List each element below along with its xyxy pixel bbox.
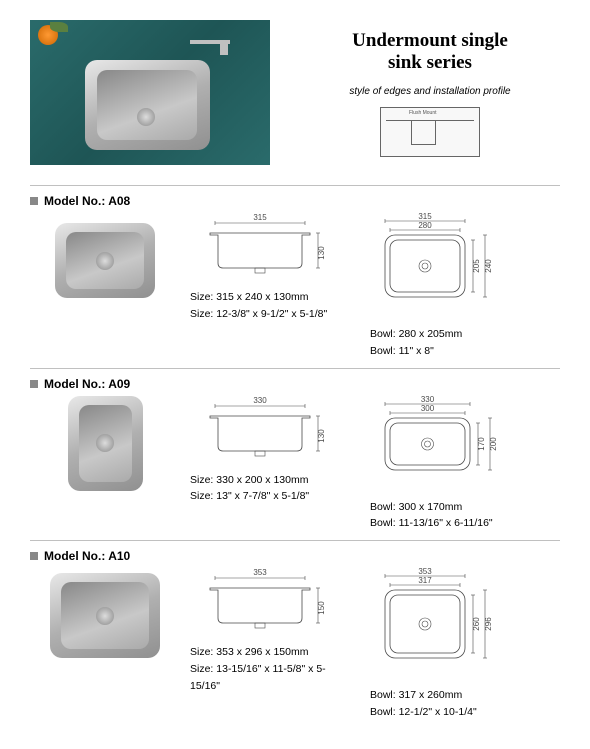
- dimensions-column: 330 130 Size: 330 x 200 x 130mm Size: 13…: [190, 396, 350, 506]
- model-section-A09: Model No.: A09 330 130 Size: 330 x 200 x…: [30, 368, 560, 533]
- model-label: Model No.: A08: [44, 194, 130, 208]
- svg-text:317: 317: [418, 576, 432, 585]
- hero-image: [30, 20, 270, 165]
- size-in: Size: 13" x 7-7/8" x 5-1/8": [190, 488, 350, 505]
- subtitle: style of edges and installation profile: [300, 86, 560, 97]
- side-view-diagram: 330 130: [190, 396, 340, 466]
- title-line2: sink series: [388, 52, 472, 73]
- svg-text:260: 260: [472, 617, 481, 631]
- faucet-icon: [190, 35, 240, 60]
- header: Undermount single sink series style of e…: [30, 20, 560, 165]
- sink-photo: [50, 573, 160, 658]
- bowl-in: Bowl: 11-13/16" x 6-11/16": [370, 515, 520, 532]
- page-title: Undermount single sink series: [300, 30, 560, 74]
- bowl-mm: Bowl: 300 x 170mm: [370, 499, 520, 516]
- svg-text:315: 315: [253, 213, 267, 222]
- bowl-mm: Bowl: 280 x 205mm: [370, 326, 520, 343]
- model-row: 315 130 Size: 315 x 240 x 130mm Size: 12…: [30, 213, 560, 360]
- svg-text:300: 300: [421, 404, 435, 413]
- svg-text:170: 170: [477, 436, 486, 450]
- model-header: Model No.: A08: [30, 194, 560, 208]
- model-label: Model No.: A10: [44, 549, 130, 563]
- bowl-column: 315 280 205 240 Bowl: 280 x 205mm Bowl: …: [370, 213, 520, 360]
- svg-text:205: 205: [472, 259, 481, 273]
- bullet-icon: [30, 197, 38, 205]
- bowl-column: 353 317 260 296 Bowl: 317 x 260mm Bowl: …: [370, 568, 520, 721]
- bowl-mm: Bowl: 317 x 260mm: [370, 687, 520, 704]
- photo-column: [40, 568, 170, 663]
- size-in: Size: 13-15/16" x 11-5/8" x 5-15/16": [190, 661, 350, 695]
- dimensions-column: 315 130 Size: 315 x 240 x 130mm Size: 12…: [190, 213, 350, 323]
- bowl-in: Bowl: 12-1/2" x 10-1/4": [370, 704, 520, 721]
- catalog-page: Undermount single sink series style of e…: [0, 0, 590, 749]
- svg-text:130: 130: [317, 428, 326, 442]
- top-view-diagram: 353 317 260 296: [370, 568, 520, 681]
- model-label: Model No.: A09: [44, 377, 130, 391]
- profile-label: Flush Mount: [409, 110, 437, 116]
- model-header: Model No.: A09: [30, 377, 560, 391]
- svg-text:353: 353: [253, 568, 267, 577]
- profile-diagram: Flush Mount: [380, 107, 480, 157]
- top-view-diagram: 330 300 170 200: [370, 396, 520, 493]
- svg-text:315: 315: [418, 213, 432, 221]
- svg-text:353: 353: [418, 568, 432, 576]
- top-view-diagram: 315 280 205 240: [370, 213, 520, 320]
- bullet-icon: [30, 552, 38, 560]
- size-mm: Size: 353 x 296 x 150mm: [190, 644, 350, 661]
- svg-text:150: 150: [317, 601, 326, 615]
- title-line1: Undermount single: [352, 30, 508, 51]
- bowl-in: Bowl: 11" x 8": [370, 343, 520, 360]
- bowl-column: 330 300 170 200 Bowl: 300 x 170mm Bowl: …: [370, 396, 520, 533]
- size-mm: Size: 330 x 200 x 130mm: [190, 472, 350, 489]
- side-view-diagram: 353 150: [190, 568, 340, 638]
- dimensions-column: 353 150 Size: 353 x 296 x 150mm Size: 13…: [190, 568, 350, 694]
- size-in: Size: 12-3/8" x 9-1/2" x 5-1/8": [190, 306, 350, 323]
- photo-column: [40, 396, 170, 491]
- model-row: 353 150 Size: 353 x 296 x 150mm Size: 13…: [30, 568, 560, 721]
- model-section-A08: Model No.: A08 315 130 Size: 315 x 240 x…: [30, 185, 560, 360]
- svg-text:240: 240: [484, 259, 493, 273]
- size-mm: Size: 315 x 240 x 130mm: [190, 289, 350, 306]
- side-view-diagram: 315 130: [190, 213, 340, 283]
- bullet-icon: [30, 380, 38, 388]
- svg-text:130: 130: [317, 246, 326, 260]
- model-row: 330 130 Size: 330 x 200 x 130mm Size: 13…: [30, 396, 560, 533]
- svg-text:280: 280: [418, 221, 432, 230]
- model-header: Model No.: A10: [30, 549, 560, 563]
- model-section-A10: Model No.: A10 353 150 Size: 353 x 296 x…: [30, 540, 560, 721]
- leaf-decoration: [50, 22, 68, 32]
- models-container: Model No.: A08 315 130 Size: 315 x 240 x…: [30, 185, 560, 721]
- svg-text:296: 296: [484, 617, 493, 631]
- hero-sink: [85, 60, 210, 150]
- sink-photo: [68, 396, 143, 491]
- svg-text:330: 330: [421, 396, 435, 404]
- svg-text:200: 200: [489, 436, 498, 450]
- header-text: Undermount single sink series style of e…: [300, 20, 560, 165]
- sink-photo: [55, 223, 155, 298]
- svg-text:330: 330: [253, 396, 267, 405]
- photo-column: [40, 213, 170, 308]
